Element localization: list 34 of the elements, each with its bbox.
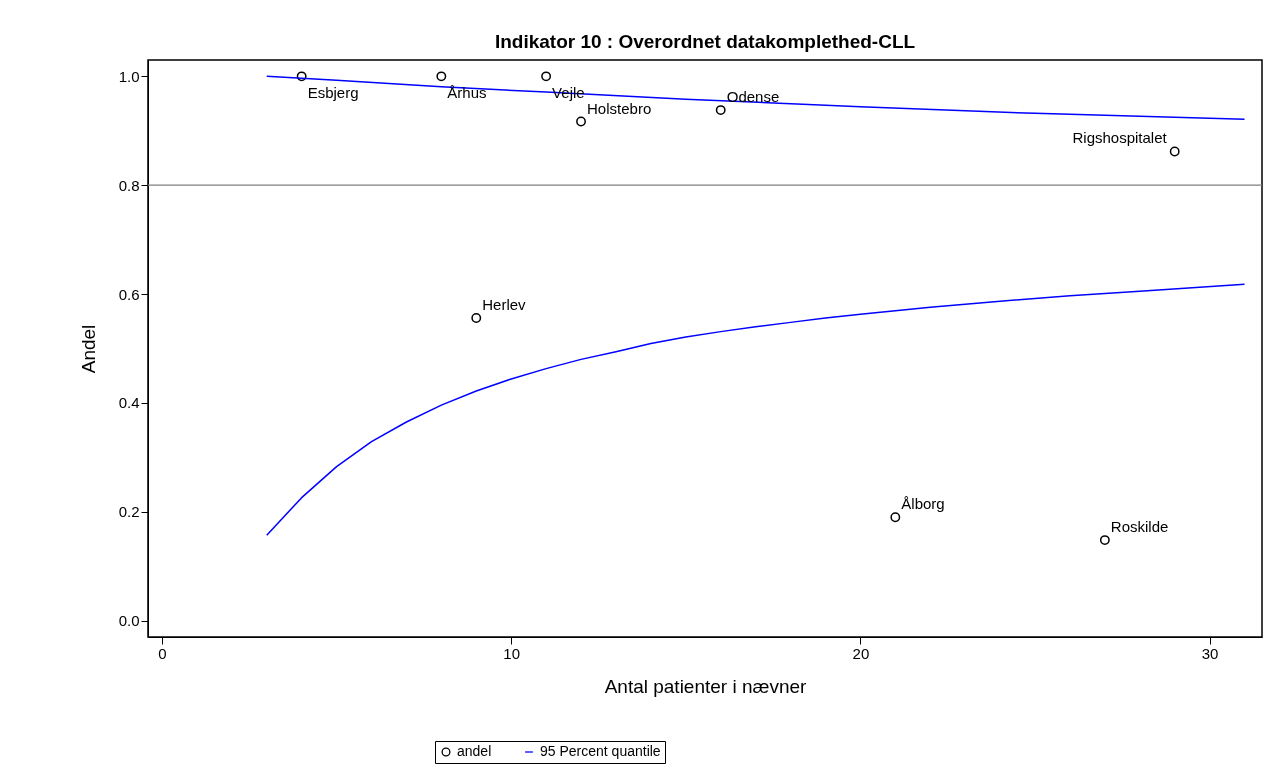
point (1099, 535, 1110, 546)
point (296, 71, 307, 82)
point (1169, 146, 1180, 157)
chart-title: Indikator 10 : Overordnet datakomplethed-CLL (494, 31, 916, 52)
point (576, 116, 586, 127)
x-tick-label: 10 (503, 644, 521, 662)
annotation: Odense (726, 88, 780, 106)
annotation: Holstebro (587, 99, 652, 117)
point (471, 313, 482, 323)
y-axis-title: Andel (77, 324, 99, 374)
point (541, 71, 552, 82)
annotation: Århus (447, 84, 487, 102)
y-tick-label: 0.8 (118, 176, 140, 194)
x-tick-label: 30 (1201, 644, 1219, 662)
line-series (265, 75, 1246, 121)
y-tick-label: 0.0 (118, 612, 140, 630)
x-tick-label: 0 (158, 644, 167, 662)
y-tick-label: 1.0 (118, 67, 140, 85)
point (715, 105, 726, 115)
y-tick-label: 0.4 (118, 394, 140, 412)
point (436, 71, 447, 82)
legend-label: andel (457, 743, 492, 759)
x-tick-label: 20 (852, 644, 870, 662)
x-axis-title: Antal patienter i nævner (604, 675, 808, 697)
line-series (265, 283, 1246, 536)
point (890, 512, 901, 523)
annotation: Rigshospitalet (1072, 129, 1168, 147)
legend-label: 95 Percent quantile (540, 743, 661, 759)
annotation: Herlev (482, 296, 527, 314)
y-tick-label: 0.2 (118, 503, 140, 521)
annotation: Roskilde (1110, 518, 1169, 536)
annotation: Esbjerg (307, 84, 359, 102)
y-tick-label: 0.6 (118, 285, 140, 303)
annotation: Ålborg (901, 495, 945, 513)
